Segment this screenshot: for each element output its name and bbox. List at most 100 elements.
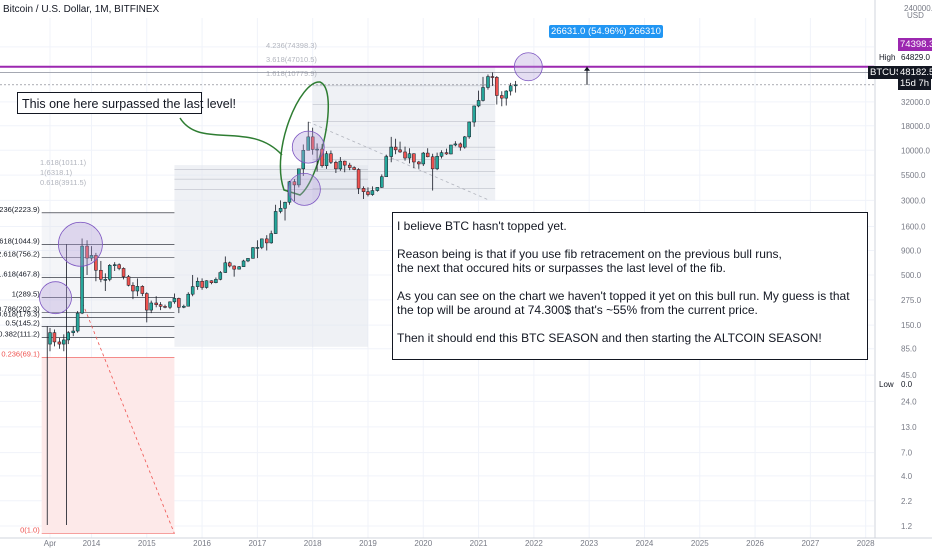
y-tick-label: 1600.0: [901, 223, 926, 232]
candle-body: [347, 164, 352, 168]
candle-body: [370, 190, 375, 195]
candle-body: [315, 148, 319, 151]
candle-body: [407, 153, 412, 159]
candle-body: [342, 160, 347, 166]
currency-label: USD: [907, 11, 924, 20]
candle-body: [500, 95, 504, 99]
candle-body: [467, 121, 471, 138]
candle-body: [504, 90, 508, 99]
x-tick-label: 2016: [193, 539, 211, 548]
fib-zone-2021: [312, 66, 496, 201]
resistance-badge: 74398.3: [898, 38, 932, 51]
candle-body: [490, 76, 495, 78]
candle-body: [417, 161, 421, 165]
candle-body: [384, 156, 388, 177]
candle-body: [186, 293, 190, 307]
x-tick-label: 2023: [580, 539, 598, 548]
drawn-loop: [279, 81, 329, 196]
high-label: High: [879, 53, 896, 62]
candle-body: [513, 84, 518, 87]
fib-2017-label: 0.618(3911.5): [40, 178, 87, 187]
fib-2017-label: 1.618(1011.1): [40, 158, 87, 167]
y-tick-label: 7.0: [901, 449, 913, 458]
analysis-note[interactable]: I believe BTC hasn't topped yet. Reason …: [392, 212, 868, 360]
drawn-arrow: [179, 117, 283, 156]
fib-level-label: 3.618(1044.9): [0, 236, 40, 245]
candle-body: [209, 280, 214, 283]
candle-body: [66, 332, 70, 341]
y-tick-label: 13.0: [901, 423, 917, 432]
fib-2021-label: 1.618(10779.9): [266, 69, 317, 78]
candle-body: [85, 245, 89, 259]
candle-body: [481, 87, 485, 101]
x-tick-label: 2017: [248, 539, 266, 548]
candle-body: [131, 285, 135, 292]
fib-level-label: 0.5(145.2): [6, 318, 41, 327]
candle-body: [366, 191, 370, 195]
analysis-text: I believe BTC hasn't topped yet. Reason …: [397, 219, 850, 345]
candle-body: [71, 330, 75, 333]
measure-badge: 26631.0 (54.96%) 266310: [549, 25, 663, 38]
candle-body: [241, 260, 246, 267]
candle-body: [278, 208, 283, 212]
fib-level-label: 0.236(69.1): [1, 349, 40, 358]
y-tick-label: 275.0: [901, 296, 922, 305]
candle-body: [375, 187, 380, 191]
candle-body: [195, 280, 200, 287]
candle-body: [403, 151, 407, 159]
candle-body: [472, 105, 476, 123]
x-tick-label: 2024: [636, 539, 654, 548]
candle-body: [306, 136, 311, 151]
candle-body: [453, 143, 458, 146]
candle-body: [495, 77, 499, 96]
candle-body: [140, 286, 145, 294]
candle-body: [265, 238, 269, 244]
candle-body: [126, 276, 131, 286]
candle-body: [508, 85, 513, 92]
highlight-circle: [39, 281, 72, 315]
candle-body: [421, 152, 426, 165]
fib-level-label: 0(1.0): [20, 526, 40, 535]
candle-body: [57, 341, 62, 345]
y-tick-label: 18000.0: [901, 122, 930, 131]
candle-body: [246, 258, 250, 262]
surpassed-note[interactable]: This one here surpassed the last level!: [17, 92, 236, 114]
y-tick-label: 2.2: [901, 497, 913, 506]
x-tick-label: 2021: [470, 539, 488, 548]
candle-body: [237, 266, 241, 270]
y-tick-label: 5500.0: [901, 171, 926, 180]
fib-2017-label: 1(6318.1): [40, 168, 73, 177]
x-tick-label: 2026: [746, 539, 764, 548]
highlight-circle: [287, 172, 321, 206]
candle-body: [476, 100, 481, 107]
candle-body: [393, 146, 398, 151]
candle-body: [223, 262, 228, 273]
candle-body: [89, 255, 94, 259]
candle-body: [435, 156, 439, 170]
candle-body: [297, 168, 301, 186]
red-zone: [41, 357, 175, 534]
candle-body: [273, 211, 278, 234]
candle-body: [103, 279, 108, 281]
scale-top-label: 240000.0: [904, 4, 932, 13]
y-tick-label: 500.0: [901, 271, 922, 280]
candle-body: [361, 188, 366, 192]
candle-body: [251, 247, 255, 259]
x-tick-label: 2015: [138, 539, 156, 548]
candle-body: [168, 301, 172, 308]
candles: [48, 72, 518, 352]
candle-body: [324, 153, 329, 166]
fib-zones: [41, 66, 496, 534]
candle-body: [260, 238, 264, 248]
candle-body: [269, 233, 273, 244]
candle-body: [310, 136, 315, 150]
candle-body: [99, 269, 103, 280]
x-tick-label: 2020: [414, 539, 432, 548]
candle-body: [75, 312, 80, 332]
candle-body: [329, 153, 333, 163]
candle-body: [338, 160, 343, 170]
candle-body: [190, 286, 195, 295]
highlight-circle: [513, 52, 543, 82]
candle-body: [463, 136, 467, 148]
x-tick-label: 2022: [525, 539, 543, 548]
